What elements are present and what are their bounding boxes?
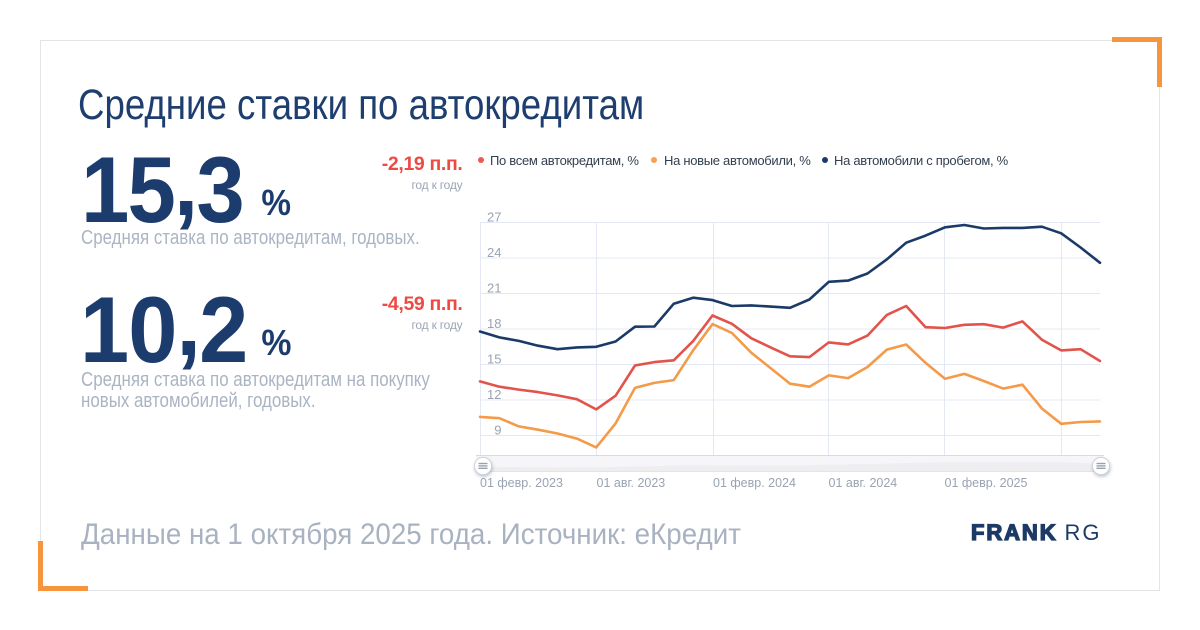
svg-text:18: 18: [487, 316, 501, 331]
svg-text:01 февр. 2023: 01 февр. 2023: [480, 476, 563, 490]
svg-text:15: 15: [487, 352, 501, 367]
svg-text:01 авг. 2023: 01 авг. 2023: [597, 476, 666, 490]
svg-text:01 авг. 2024: 01 авг. 2024: [829, 476, 898, 490]
svg-text:01 февр. 2024: 01 февр. 2024: [713, 476, 796, 490]
svg-text:9: 9: [494, 423, 501, 438]
svg-text:24: 24: [487, 245, 501, 260]
svg-text:27: 27: [487, 210, 501, 225]
svg-text:01 февр. 2025: 01 февр. 2025: [945, 476, 1028, 490]
svg-text:12: 12: [487, 387, 501, 402]
svg-text:21: 21: [487, 281, 501, 296]
